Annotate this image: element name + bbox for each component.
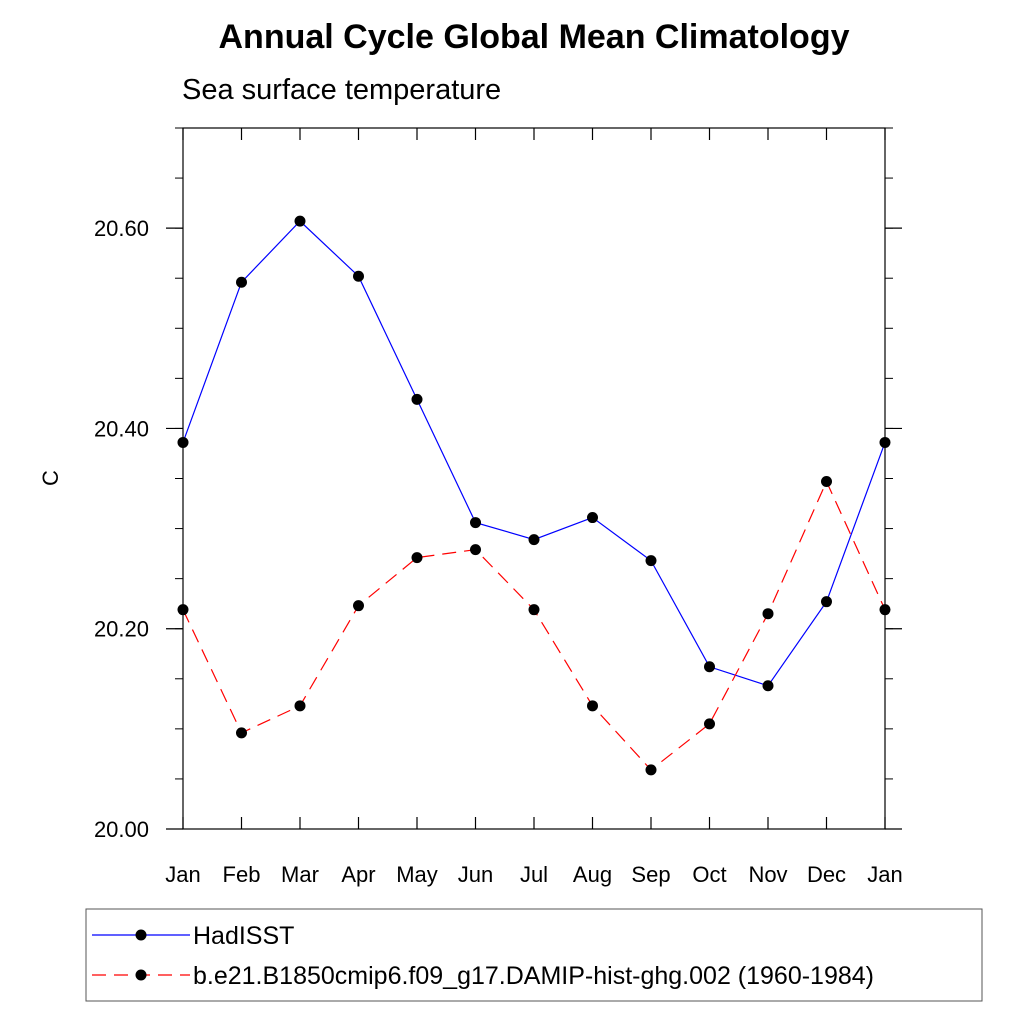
data-point [587, 700, 598, 712]
data-point [177, 604, 189, 616]
data-point [411, 393, 423, 405]
chart-title: Annual Cycle Global Mean Climatology [219, 18, 850, 56]
data-point [821, 596, 832, 608]
y-tick-label: 20.40 [94, 416, 149, 441]
x-tick-label: Oct [692, 862, 726, 887]
x-tick-label: Apr [341, 862, 375, 887]
legend-marker-hadisst [135, 929, 147, 941]
legend: HadISST b.e21.B1850cmip6.f09_g17.DAMIP-h… [85, 908, 983, 1002]
x-tick-label: Jan [867, 862, 902, 887]
series-line-0 [182, 220, 886, 687]
data-point [411, 552, 423, 564]
series-line-1 [182, 480, 886, 771]
series-lines [182, 220, 886, 771]
x-tick-labels: Jan Feb Mar Apr May Jun Jul Aug Sep Oct Nov Dec Jan [165, 862, 902, 887]
legend-marker-model [135, 969, 147, 981]
x-tick-label: Jun [458, 862, 493, 887]
y-axis-label: C [38, 470, 63, 486]
data-point [528, 604, 540, 616]
x-tick-label: Aug [573, 862, 612, 887]
data-point [704, 718, 715, 730]
x-tick-label: Jan [165, 862, 200, 887]
data-point [470, 517, 481, 529]
x-tick-label: Jul [520, 862, 548, 887]
x-tick-label: Dec [807, 862, 846, 887]
y-tick-label: 20.20 [94, 617, 149, 642]
x-tick-label: Nov [748, 862, 787, 887]
data-point [353, 270, 364, 282]
data-point [704, 661, 715, 673]
legend-box [85, 908, 983, 1002]
data-point [177, 436, 189, 448]
data-point [821, 476, 832, 488]
axis-ticks [166, 127, 902, 830]
data-point [645, 764, 657, 776]
x-tick-label: Sep [631, 862, 670, 887]
x-tick-label: Feb [223, 862, 261, 887]
legend-label-hadisst: HadISST [193, 922, 294, 950]
chart-subtitle: Sea surface temperature [182, 74, 501, 106]
x-tick-label: May [396, 862, 438, 887]
data-point [236, 727, 247, 739]
data-point [353, 600, 364, 612]
data-point [294, 215, 306, 227]
data-point [470, 544, 481, 556]
data-point [236, 276, 247, 288]
data-point [879, 436, 891, 448]
y-tick-labels: 20.00 20.20 20.40 20.60 [94, 216, 149, 842]
data-point [879, 604, 891, 616]
x-tick-label: Mar [281, 862, 319, 887]
series-markers [177, 215, 891, 776]
data-point [294, 700, 306, 712]
data-point [528, 534, 540, 546]
y-tick-label: 20.60 [94, 216, 149, 241]
data-point [587, 512, 598, 524]
data-point [645, 555, 657, 567]
y-tick-label: 20.00 [94, 817, 149, 842]
legend-label-model: b.e21.B1850cmip6.f09_g17.DAMIP-hist-ghg.… [193, 962, 874, 990]
data-point [762, 680, 774, 692]
data-point [762, 608, 774, 620]
